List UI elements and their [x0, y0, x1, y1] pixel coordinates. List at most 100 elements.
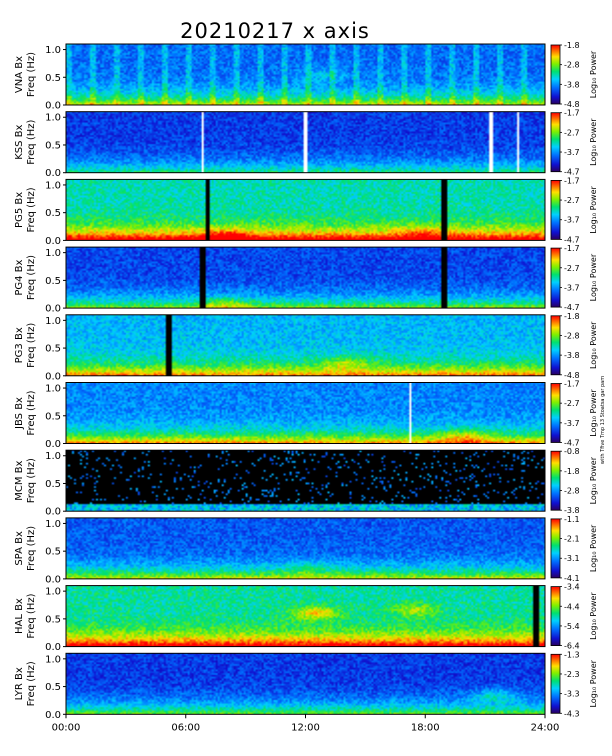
- panel-vna: 0.0 0.5 1.0 VNA Bx Freq (Hz) -1.8 -2.8 -3.8 -4.8…: [14, 41, 598, 112]
- y-tick-label: 0.0: [45, 371, 61, 382]
- y-tick-label: 0.5: [45, 73, 61, 84]
- colorbar: [550, 653, 561, 714]
- colorbar-tick-label: -3.7: [564, 148, 580, 157]
- panel-frame: [65, 382, 546, 444]
- y-tick-label: 0.0: [45, 101, 61, 112]
- y-tick-label: 0.0: [45, 439, 61, 450]
- colorbar-label: Log₁₀ Power: [589, 50, 598, 98]
- panel-frame: [65, 111, 546, 174]
- colorbar-tick-label: -4.7: [564, 439, 580, 448]
- colorbar-tick-label: -3.7: [564, 283, 580, 292]
- spectrogram-image-spa: [66, 517, 545, 579]
- colorbar-tick-label: -4.4: [564, 602, 580, 611]
- colorbar-tick-label: -1.1: [564, 515, 580, 524]
- y-tick-label: 1.0: [45, 519, 61, 530]
- colorbar-tick-label: -2.8: [564, 61, 580, 70]
- x-tick-label: 18:00: [411, 722, 440, 733]
- panel-ylabel: PG3 Bx: [14, 327, 25, 363]
- spectrogram-image-pg4: [66, 247, 545, 309]
- spectrogram-image-pg5: [66, 179, 545, 241]
- colorbar-tick-label: -3.8: [564, 351, 580, 360]
- colorbar-label: Log₁₀ Power: [589, 524, 598, 572]
- colorbar-tick-label: -1.7: [564, 244, 580, 253]
- panel-kss: 0.0 0.5 1.0 KSS Bx Freq (Hz) -1.7 -2.7 -3.7 -4.7…: [14, 109, 598, 180]
- panel-ylabel-freq: Freq (Hz): [26, 323, 37, 368]
- panel-frame: [65, 517, 546, 580]
- panel-ylabel-freq: Freq (Hz): [26, 526, 37, 571]
- colorbar-tick-label: -3.4: [564, 583, 580, 592]
- panel-mcm: 0.0 0.5 1.0 MCM Bx Freq (Hz) -0.8 -1.8 -2.8 -3.8…: [14, 447, 598, 518]
- panel-ylabel-freq: Freq (Hz): [26, 458, 37, 503]
- colorbar-tick-label: -1.3: [564, 650, 580, 659]
- panel-ylabel: VNA Bx: [14, 56, 25, 93]
- colorbar-tick-label: -5.4: [564, 622, 580, 631]
- colorbar-tick-label: -3.8: [564, 80, 580, 89]
- panel-frame: [65, 314, 546, 377]
- colorbar-tick-label: -4.8: [564, 371, 580, 380]
- colorbar-tick-label: -4.7: [564, 303, 580, 312]
- colorbar-tick-label: -4.8: [564, 100, 580, 109]
- colorbar-tick-label: -3.7: [564, 216, 580, 225]
- y-tick-label: 0.0: [45, 507, 61, 518]
- y-tick-label: 0.5: [45, 614, 61, 625]
- y-tick-label: 1.0: [45, 384, 61, 395]
- colorbar-tick-label: -1.8: [564, 467, 580, 476]
- y-tick-label: 0.0: [45, 710, 61, 721]
- panel-pg4: 0.0 0.5 1.0 PG4 Bx Freq (Hz) -1.7 -2.7 -3.7 -4.7…: [14, 244, 598, 315]
- colorbar-label: Log₁₀ Power: [589, 592, 598, 640]
- y-tick-label: 0.5: [45, 276, 61, 287]
- colorbar: [550, 383, 561, 443]
- colorbar-tick-label: -4.7: [564, 235, 580, 244]
- panel-frame: [65, 585, 546, 648]
- panel-hal: 0.0 0.5 1.0 HAL Bx Freq (Hz) -3.4 -4.4 -5.4 -6.4…: [14, 583, 598, 654]
- panel-jbs: 0.0 0.5 1.0 JBS Bx Freq (Hz) -1.7 -2.7 -3.7 -4.7…: [14, 380, 598, 451]
- colorbar: [550, 315, 561, 376]
- panel-spa: 0.0 0.5 1.0 SPA Bx Freq (Hz) -1.1 -2.1 -3.1 -4.1…: [14, 515, 598, 586]
- colorbar-tick-label: -0.8: [564, 447, 580, 456]
- colorbar-tick-label: -4.3: [564, 709, 580, 718]
- panel-pg5: 0.0 0.5 1.0 PG5 Bx Freq (Hz) -1.7 -2.7 -3.7 -4.7…: [14, 176, 598, 247]
- side-note: with Tfive Tmp 13 Stoatsa gar pam: [600, 376, 606, 464]
- panel-pg3: 0.0 0.5 1.0 PG3 Bx Freq (Hz) -1.8 -2.8 -3.8 -4.8…: [14, 312, 598, 383]
- colorbar-label: Log₁₀ Power: [589, 185, 598, 233]
- colorbar: [550, 247, 561, 308]
- y-tick-label: 1.0: [45, 654, 61, 665]
- colorbar-tick-label: -3.7: [564, 419, 580, 428]
- panel-ylabel-freq: Freq (Hz): [26, 187, 37, 232]
- spectrogram-image-mcm: [66, 450, 545, 512]
- y-tick-label: 1.0: [45, 180, 61, 191]
- y-tick-label: 0.0: [45, 168, 61, 179]
- panel-ylabel: PG4 Bx: [14, 259, 25, 295]
- panel-ylabel-freq: Freq (Hz): [26, 120, 37, 165]
- panel-ylabel: PG5 Bx: [14, 192, 25, 228]
- colorbar-tick-label: -1.7: [564, 109, 580, 118]
- y-tick-label: 0.0: [45, 304, 61, 315]
- y-tick-label: 0.5: [45, 682, 61, 693]
- y-tick-label: 0.5: [45, 344, 61, 355]
- colorbar: [550, 44, 561, 105]
- panel-ylabel: JBS Bx: [14, 397, 25, 430]
- panel-ylabel: MCM Bx: [14, 461, 25, 501]
- panel-ylabel-freq: Freq (Hz): [26, 390, 37, 435]
- colorbar-tick-label: -2.3: [564, 670, 580, 679]
- x-tick-label: 12:00: [291, 722, 320, 733]
- colorbar-tick-label: -3.1: [564, 554, 580, 563]
- colorbar-tick-label: -1.7: [564, 380, 580, 389]
- spectrogram-image-jbs: [66, 382, 545, 444]
- colorbar-tick-label: -2.1: [564, 535, 580, 544]
- colorbar-label: Log₁₀ Power: [589, 118, 598, 166]
- panel-ylabel-freq: Freq (Hz): [26, 52, 37, 97]
- colorbar-tick-label: -2.7: [564, 264, 580, 273]
- x-tick-label: 00:00: [52, 722, 81, 733]
- colorbar-tick-label: -1.7: [564, 176, 580, 185]
- colorbar-label: Log₁₀ Power: [589, 659, 598, 707]
- colorbar-tick-label: -4.1: [564, 574, 580, 583]
- colorbar: [550, 518, 561, 579]
- y-tick-label: 1.0: [45, 316, 61, 327]
- x-tick-label: 06:00: [171, 722, 200, 733]
- colorbar-tick-label: -2.7: [564, 399, 580, 408]
- colorbar: [550, 450, 561, 511]
- colorbar-tick-label: -6.4: [564, 642, 580, 651]
- panel-ylabel-freq: Freq (Hz): [26, 661, 37, 706]
- x-tick-label: 24:00: [531, 722, 560, 733]
